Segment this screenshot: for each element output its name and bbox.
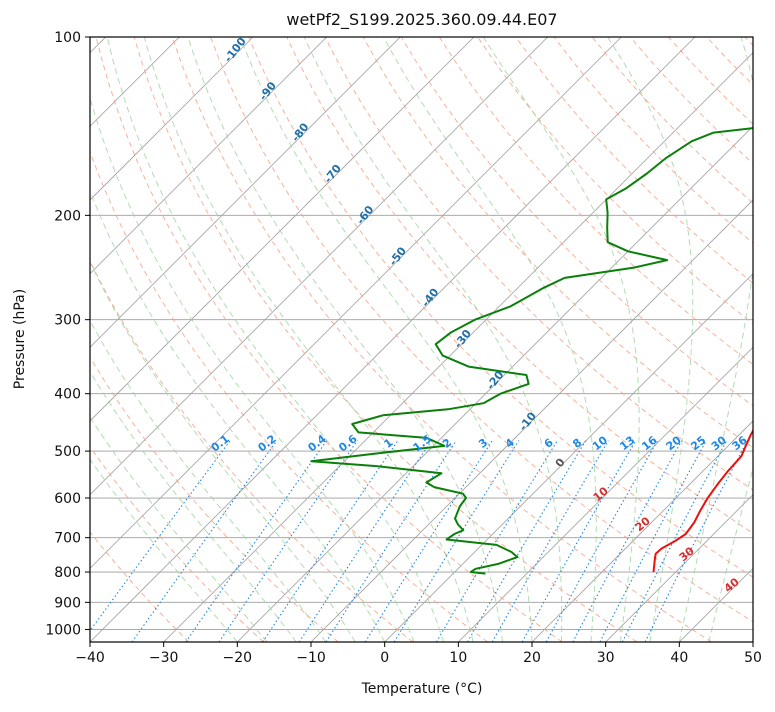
moist-adiabat-line	[0, 37, 237, 642]
y-tick-label: 1000	[45, 622, 81, 638]
x-tick-label: 40	[670, 650, 688, 666]
y-tick-label: 800	[54, 565, 81, 581]
moist-adiabat-line	[709, 37, 775, 642]
isotherm-line	[16, 37, 621, 642]
isotherm-line	[753, 37, 775, 642]
dry-adiabat-line	[0, 37, 338, 642]
y-tick-label: 500	[54, 444, 81, 460]
mixing-ratio-label: 16	[639, 433, 659, 453]
x-tick-label: 50	[744, 650, 762, 666]
x-tick-label: 10	[449, 650, 467, 666]
theta-e-label: 0	[553, 456, 568, 470]
dry-adiabat-line	[58, 37, 488, 642]
isotherm-line	[237, 37, 775, 642]
y-tick-label: 400	[54, 387, 81, 403]
isotherm-line	[0, 37, 253, 642]
x-axis-label: Temperature (°C)	[361, 681, 483, 697]
x-tick-label: −10	[296, 650, 326, 666]
mixing-ratio-line	[645, 441, 747, 642]
isotherm-line	[0, 37, 400, 642]
moist-adiabat-line	[0, 37, 267, 642]
x-tick-label: −30	[149, 650, 179, 666]
y-tick-label: 300	[54, 313, 81, 329]
dry-adiabat-line	[0, 37, 264, 642]
theta-e-label: -90	[257, 79, 280, 103]
y-axis-label: Pressure (hPa)	[12, 289, 28, 389]
y-tick-label: 600	[54, 491, 81, 507]
isotherm-line	[90, 37, 695, 642]
mixing-ratio-line	[82, 441, 231, 642]
mixing-ratio-label: 30	[709, 433, 729, 453]
chart-title: wetPf2_S199.2025.360.09.44.E07	[286, 10, 557, 30]
isotherm-label: 20	[633, 514, 653, 534]
mixing-ratio-label: 36	[730, 433, 750, 453]
moist-adiabat-line	[240, 37, 532, 642]
x-tick-label: 30	[597, 650, 615, 666]
theta-e-label: -70	[322, 162, 345, 186]
dry-adiabat-line	[554, 37, 775, 642]
mixing-ratio-label: 2	[440, 436, 454, 451]
mixing-ratio-label: 6	[542, 436, 556, 451]
temperature-profile-line	[654, 37, 775, 572]
dry-adiabat-line	[0, 37, 189, 642]
x-tick-label: −40	[75, 650, 105, 666]
x-tick-label: 20	[523, 650, 541, 666]
isotherm-line	[0, 37, 474, 642]
mixing-ratio-label: 8	[570, 436, 584, 451]
y-tick-label: 200	[54, 208, 81, 224]
theta-e-label: -100	[222, 35, 249, 65]
mixing-ratio-line	[492, 441, 608, 642]
theta-e-label: -10	[517, 409, 540, 433]
y-tick-label: 100	[54, 30, 81, 46]
mixing-ratio-line	[365, 441, 492, 642]
theta-e-label: -40	[419, 286, 442, 310]
plot-frame	[90, 37, 753, 642]
y-tick-label: 900	[54, 595, 81, 611]
isotherm-label: 30	[677, 544, 697, 564]
isotherm-line	[311, 37, 775, 642]
moist-adiabat-line	[304, 37, 561, 642]
dry-adiabat-line	[516, 37, 775, 642]
dry-adiabat-line	[20, 37, 413, 642]
x-tick-label: 0	[380, 650, 389, 666]
mixing-ratio-label: 25	[688, 434, 708, 454]
mixing-ratio-line	[326, 441, 456, 642]
dry-adiabat-line	[707, 37, 775, 642]
mixing-ratio-line	[132, 441, 277, 642]
moist-adiabat-line	[107, 37, 443, 642]
isotherm-line	[458, 37, 775, 642]
theta-e-label: -60	[354, 203, 377, 227]
mixing-ratio-line	[600, 441, 706, 642]
isotherm-line	[0, 37, 327, 642]
theta-e-label: -50	[387, 244, 410, 268]
mixing-ratio-line	[186, 441, 327, 642]
mixing-ratio-label: 13	[617, 434, 637, 454]
theta-e-label: -80	[289, 120, 312, 144]
profile-lines	[311, 37, 775, 574]
dry-adiabat-line	[134, 37, 637, 642]
moist-adiabat-line	[0, 37, 326, 642]
x-tick-label: −20	[223, 650, 253, 666]
dewpoint-profile-line	[311, 37, 775, 574]
y-tick-label: 700	[54, 531, 81, 547]
